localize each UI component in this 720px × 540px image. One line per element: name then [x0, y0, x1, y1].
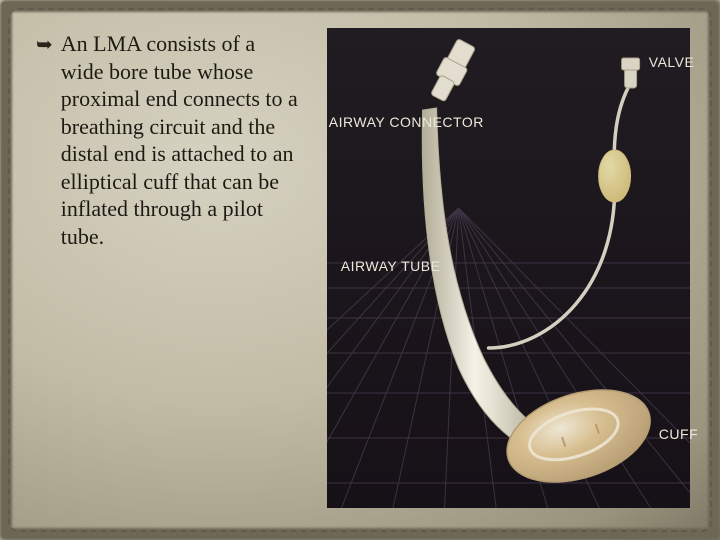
label-airway-connector: AIRWAY CONNECTOR — [329, 114, 484, 130]
figure-column: AIRWAY CONNECTOR VALVE AIRWAY TUBE CUFF — [317, 0, 720, 540]
lma-diagram: AIRWAY CONNECTORVALVEAIRWAY TUBECUFF — [327, 28, 690, 508]
label-airway-tube: AIRWAY TUBE — [341, 258, 441, 274]
bullet-item: ➥ An LMA consists of a wide bore tube wh… — [36, 30, 303, 250]
bullet-icon: ➥ — [36, 33, 53, 58]
body-text: An LMA consists of a wide bore tube whos… — [61, 30, 303, 250]
label-cuff: CUFF — [659, 426, 698, 442]
text-column: ➥ An LMA consists of a wide bore tube wh… — [0, 0, 317, 540]
slide-frame: ➥ An LMA consists of a wide bore tube wh… — [0, 0, 720, 540]
content-row: ➥ An LMA consists of a wide bore tube wh… — [0, 0, 720, 540]
label-valve: VALVE — [649, 54, 695, 70]
